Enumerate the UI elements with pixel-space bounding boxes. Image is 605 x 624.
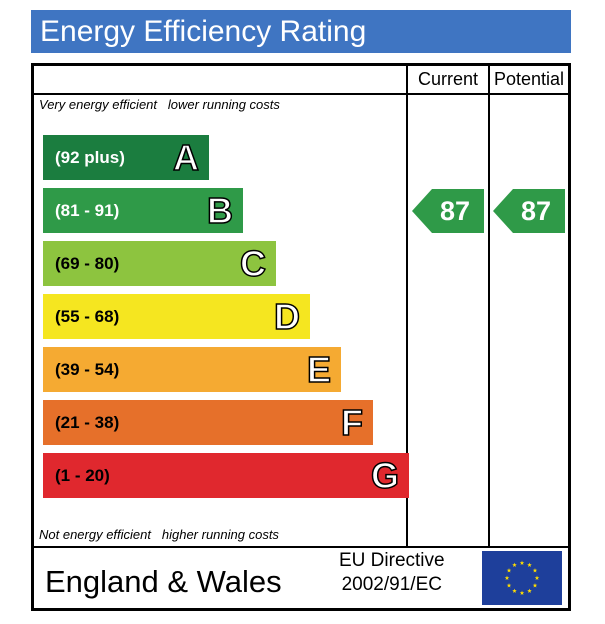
eu-flag-icon bbox=[482, 551, 562, 605]
directive-line-1: EU Directive bbox=[339, 550, 445, 571]
band-a: (92 plus) A bbox=[43, 135, 209, 180]
potential-rating-arrow: 87 bbox=[493, 189, 565, 233]
band-d: (55 - 68) D bbox=[43, 294, 310, 339]
band-letter: D bbox=[273, 295, 301, 338]
current-column-header: Current bbox=[417, 69, 479, 89]
band-letter: G bbox=[370, 454, 400, 497]
directive-line-2: 2002/91/EC bbox=[341, 574, 442, 595]
band-range: (69 - 80) bbox=[55, 254, 120, 273]
footer-divider bbox=[34, 546, 568, 548]
flag-star bbox=[512, 588, 517, 593]
eu-directive: EU Directive 2002/91/EC bbox=[339, 549, 445, 597]
flag-star bbox=[532, 568, 538, 573]
band-range: (92 plus) bbox=[55, 148, 125, 167]
band-range: (39 - 54) bbox=[55, 360, 120, 379]
band-range: (21 - 38) bbox=[55, 413, 120, 432]
flag-star bbox=[512, 562, 517, 567]
band-range: (55 - 68) bbox=[55, 307, 120, 326]
page-title: Energy Efficiency Rating bbox=[31, 10, 571, 53]
flag-star bbox=[532, 583, 538, 588]
band-letter: B bbox=[206, 189, 234, 232]
band-c: (69 - 80) C bbox=[43, 241, 276, 286]
caption-not-efficient: Not energy efficient bbox=[39, 527, 152, 542]
potential-arrow-shape bbox=[493, 189, 565, 233]
flag-star bbox=[506, 568, 512, 573]
potential-column-header: Potential bbox=[493, 69, 565, 89]
band-letter: F bbox=[340, 401, 364, 444]
caption-very-efficient: Very energy efficient bbox=[39, 97, 158, 112]
country-label: England & Wales bbox=[45, 564, 282, 599]
band-b: (81 - 91) B bbox=[43, 188, 243, 233]
efficiency-caption-bottom: Not energy efficient higher running cost… bbox=[39, 527, 279, 542]
caption-lower-costs: lower running costs bbox=[167, 97, 280, 112]
current-arrow-shape bbox=[412, 189, 484, 233]
flag-star bbox=[527, 588, 532, 593]
header-divider bbox=[34, 93, 568, 95]
potential-column-divider bbox=[488, 66, 490, 548]
flag-star bbox=[527, 562, 532, 567]
current-column-divider bbox=[406, 66, 408, 548]
band-letter: A bbox=[172, 136, 200, 179]
flag-star bbox=[519, 590, 525, 595]
band-range: (81 - 91) bbox=[55, 201, 120, 220]
caption-higher-costs: higher running costs bbox=[161, 527, 279, 542]
potential-rating-value: 87 bbox=[520, 196, 552, 226]
flag-star bbox=[504, 575, 510, 580]
current-rating-value: 87 bbox=[439, 196, 471, 226]
flag-star bbox=[506, 583, 512, 588]
band-letter: C bbox=[239, 242, 267, 285]
band-g: (1 - 20) G bbox=[43, 453, 409, 498]
flag-star bbox=[519, 560, 525, 565]
band-range: (1 - 20) bbox=[55, 466, 110, 485]
band-letter: E bbox=[306, 348, 332, 391]
band-e: (39 - 54) E bbox=[43, 347, 341, 392]
flag-star bbox=[534, 575, 540, 580]
band-f: (21 - 38) F bbox=[43, 400, 373, 445]
efficiency-caption-top: Very energy efficient lower running cost… bbox=[39, 97, 280, 112]
current-rating-arrow: 87 bbox=[412, 189, 484, 233]
rating-frame: Current Potential Very energy efficient … bbox=[31, 63, 571, 611]
